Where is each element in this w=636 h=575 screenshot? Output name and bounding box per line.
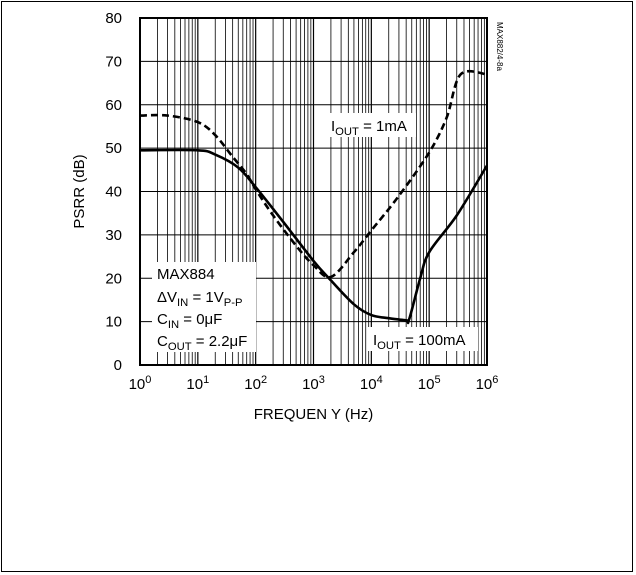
x-tick-label: 103 bbox=[302, 374, 325, 393]
x-tick-labels: 100 101 102 103 104 105 106 bbox=[129, 374, 499, 393]
plot-area bbox=[139, 17, 488, 366]
y-tick-label: 10 bbox=[105, 314, 122, 331]
x-tick-label: 105 bbox=[418, 374, 441, 393]
annotation-line: CIN = 0μF bbox=[157, 311, 222, 331]
y-tick-label: 20 bbox=[105, 270, 122, 287]
annotation-line: MAX884 bbox=[157, 266, 215, 283]
series-label-100ma: IOUT = 100mA bbox=[373, 332, 466, 352]
annotation-line: COUT = 2.2μF bbox=[157, 333, 247, 353]
y-tick-label: 40 bbox=[105, 184, 122, 201]
label-bg bbox=[326, 113, 416, 137]
y-tick-label: 60 bbox=[105, 97, 122, 114]
series-line-1ma bbox=[139, 69, 488, 279]
y-tick-label: 30 bbox=[105, 227, 122, 244]
series-line-100ma bbox=[139, 148, 489, 325]
y-tick-labels: 0 10 20 30 40 50 60 70 80 bbox=[105, 10, 122, 374]
chart-curves bbox=[139, 69, 489, 325]
x-axis-label: FREQUEN Y (Hz) bbox=[254, 406, 373, 423]
annotation-line: ΔVIN = 1VP-P bbox=[157, 289, 243, 309]
y-tick-label: 0 bbox=[114, 357, 122, 374]
x-tick-label: 100 bbox=[129, 374, 152, 393]
y-axis-label: PSRR (dB) bbox=[71, 154, 88, 228]
figure-id: MAX882/4-8a bbox=[495, 22, 504, 71]
y-tick-label: 50 bbox=[105, 140, 122, 157]
series-label-1ma: IOUT = 1mA bbox=[331, 118, 407, 138]
label-bg bbox=[368, 327, 478, 351]
y-tick-label: 70 bbox=[105, 53, 122, 70]
y-tick-label: 80 bbox=[105, 10, 122, 27]
x-tick-label: 101 bbox=[186, 374, 209, 393]
x-tick-label: 102 bbox=[244, 374, 267, 393]
legend-box bbox=[152, 262, 256, 352]
x-tick-label: 106 bbox=[476, 374, 499, 393]
x-tick-label: 104 bbox=[360, 374, 383, 393]
